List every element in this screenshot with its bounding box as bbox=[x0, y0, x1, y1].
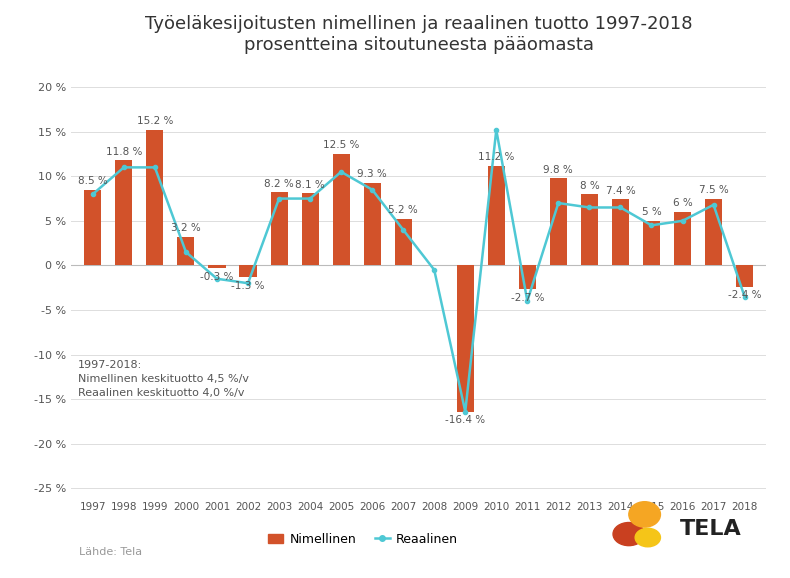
Text: 8 %: 8 % bbox=[580, 180, 600, 191]
Reaalinen bbox=[523, 298, 532, 305]
Reaalinen bbox=[585, 204, 594, 211]
Text: Lähde: Tela: Lähde: Tela bbox=[79, 547, 142, 557]
Reaalinen bbox=[274, 195, 284, 202]
Reaalinen bbox=[491, 127, 501, 134]
Text: TELA: TELA bbox=[679, 520, 741, 539]
Reaalinen bbox=[181, 249, 190, 255]
Bar bbox=[581, 194, 598, 265]
Legend: Nimellinen, Reaalinen: Nimellinen, Reaalinen bbox=[263, 528, 463, 551]
Bar bbox=[363, 183, 381, 265]
Reaalinen bbox=[740, 293, 750, 300]
Bar bbox=[270, 192, 288, 265]
Reaalinen bbox=[647, 222, 656, 229]
Bar bbox=[550, 178, 567, 265]
Reaalinen bbox=[305, 195, 314, 202]
Text: 11.2 %: 11.2 % bbox=[478, 152, 514, 162]
Bar bbox=[333, 154, 350, 265]
Reaalinen bbox=[213, 275, 222, 282]
Bar bbox=[85, 190, 101, 265]
Text: 9.8 %: 9.8 % bbox=[544, 165, 574, 175]
Text: 6 %: 6 % bbox=[672, 198, 692, 209]
Bar bbox=[239, 265, 257, 277]
Reaalinen bbox=[337, 168, 346, 175]
Line: Reaalinen: Reaalinen bbox=[91, 128, 747, 414]
Bar bbox=[115, 160, 133, 265]
Reaalinen bbox=[150, 164, 160, 171]
Bar bbox=[519, 265, 536, 290]
Reaalinen bbox=[88, 191, 98, 198]
Text: -1.3 %: -1.3 % bbox=[231, 280, 265, 291]
Bar bbox=[487, 166, 505, 265]
Reaalinen bbox=[430, 266, 439, 273]
Text: 8.5 %: 8.5 % bbox=[78, 176, 107, 186]
Title: Työeläkesijoitusten nimellinen ja reaalinen tuotto 1997-2018
prosentteina sitout: Työeläkesijoitusten nimellinen ja reaali… bbox=[145, 15, 693, 54]
Bar bbox=[209, 265, 225, 268]
Reaalinen bbox=[709, 201, 718, 208]
Text: 7.5 %: 7.5 % bbox=[698, 185, 728, 195]
Text: 7.4 %: 7.4 % bbox=[606, 186, 635, 196]
Text: 15.2 %: 15.2 % bbox=[137, 116, 173, 127]
Bar bbox=[736, 265, 753, 287]
Reaalinen bbox=[615, 204, 625, 211]
Bar bbox=[705, 199, 722, 265]
Bar bbox=[395, 219, 412, 265]
Bar bbox=[457, 265, 474, 412]
Text: -2.4 %: -2.4 % bbox=[728, 290, 762, 301]
Text: -16.4 %: -16.4 % bbox=[446, 415, 485, 425]
Text: -0.3 %: -0.3 % bbox=[201, 272, 234, 281]
Text: 5.2 %: 5.2 % bbox=[389, 206, 418, 216]
Reaalinen bbox=[119, 164, 129, 171]
Text: 1997-2018:
Nimellinen keskituotto 4,5 %/v
Reaalinen keskituotto 4,0 %/v: 1997-2018: Nimellinen keskituotto 4,5 %/… bbox=[78, 360, 249, 398]
Reaalinen bbox=[554, 199, 563, 206]
Ellipse shape bbox=[629, 502, 660, 527]
Reaalinen bbox=[243, 280, 253, 287]
Bar bbox=[612, 199, 629, 265]
Bar bbox=[643, 221, 660, 265]
Reaalinen bbox=[461, 408, 470, 415]
Reaalinen bbox=[678, 217, 687, 224]
Text: 11.8 %: 11.8 % bbox=[106, 147, 142, 157]
Text: 8.1 %: 8.1 % bbox=[295, 180, 325, 190]
Ellipse shape bbox=[613, 523, 645, 546]
Text: 8.2 %: 8.2 % bbox=[264, 179, 294, 189]
Bar bbox=[146, 130, 164, 265]
Bar bbox=[178, 237, 194, 265]
Text: 3.2 %: 3.2 % bbox=[171, 223, 201, 234]
Reaalinen bbox=[398, 227, 408, 234]
Text: 5 %: 5 % bbox=[641, 208, 661, 217]
Ellipse shape bbox=[635, 528, 660, 547]
Text: 12.5 %: 12.5 % bbox=[323, 140, 359, 150]
Text: 9.3 %: 9.3 % bbox=[357, 169, 387, 179]
Text: -2.7 %: -2.7 % bbox=[510, 293, 544, 303]
Bar bbox=[674, 212, 691, 265]
Bar bbox=[302, 193, 318, 265]
Reaalinen bbox=[367, 186, 377, 193]
